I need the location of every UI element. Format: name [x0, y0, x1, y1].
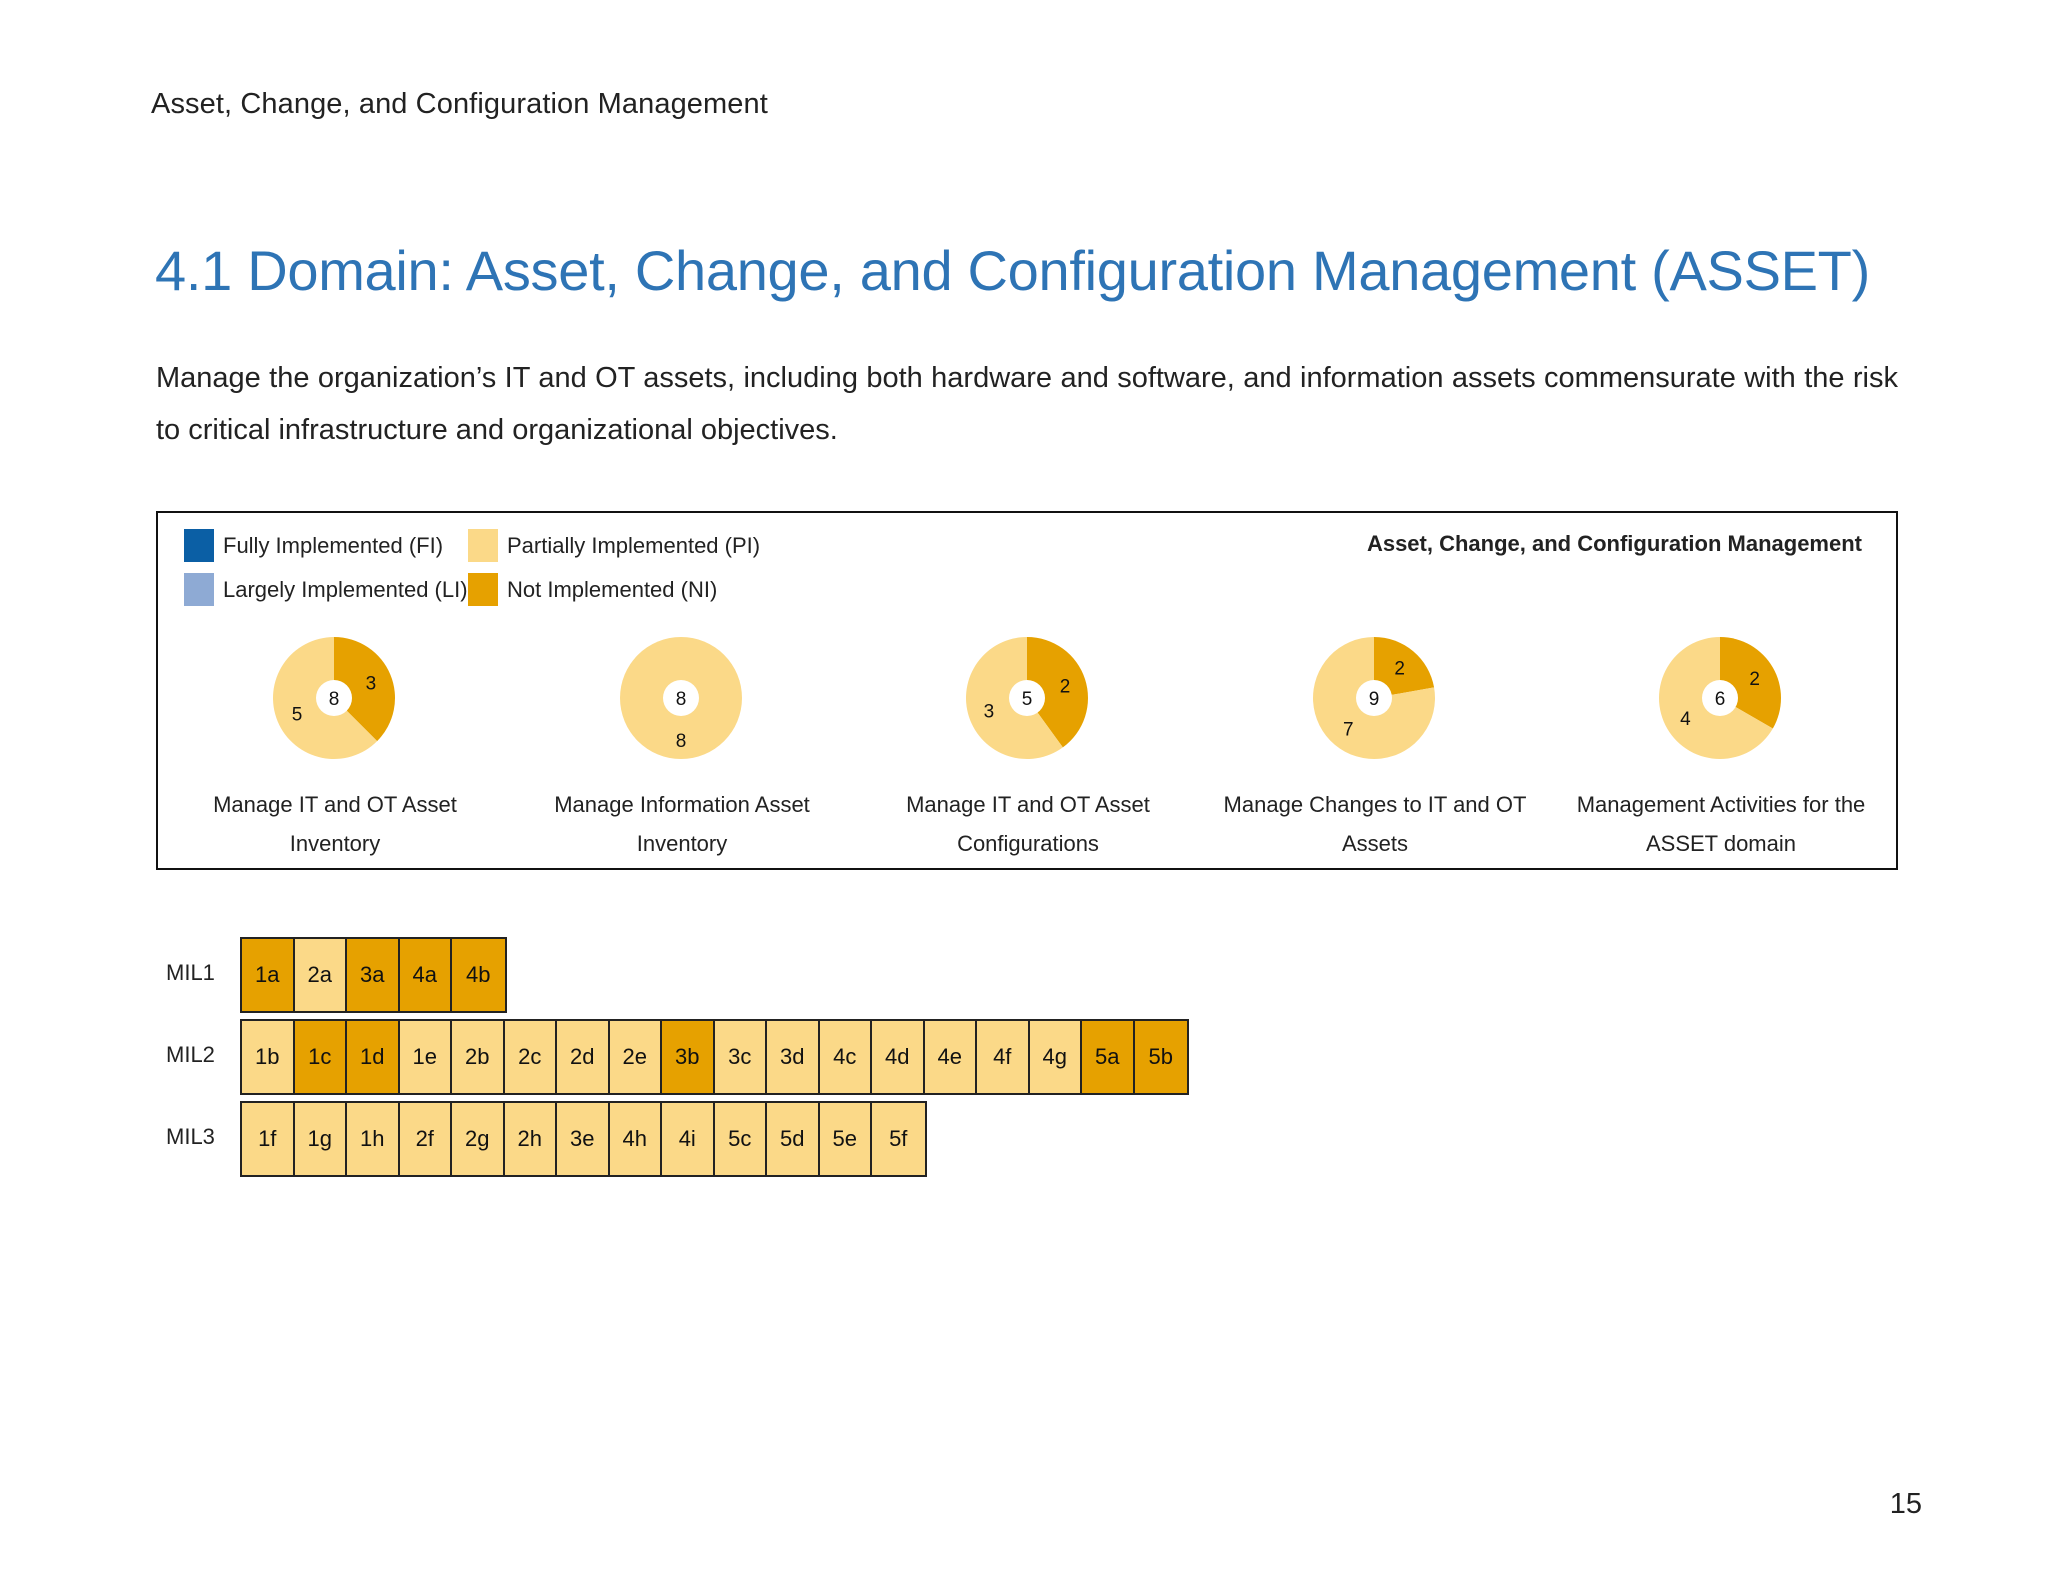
pie-slice-label: 7 — [1343, 720, 1354, 741]
pie-slice-label: 3 — [984, 701, 995, 722]
mil-label: MIL1 — [166, 960, 215, 985]
domain-description: Manage the organization’s IT and OT asse… — [156, 362, 1898, 446]
pie-caption: Manage IT and OT Asset Configurations — [906, 792, 1150, 856]
practice-cell-5c: 5c — [714, 1103, 767, 1175]
pie-slice-ni — [334, 637, 395, 742]
practice-cell-2d: 2d — [557, 1021, 610, 1093]
pie-group: 3 5 8 Manage IT and OT Asset Inventory — [170, 637, 500, 857]
pie-slice-ni — [1374, 637, 1435, 698]
pie-slice-label: 5 — [292, 704, 303, 725]
pie-slice-label: 8 — [676, 731, 687, 752]
implementation-summary-chart: Fully Implemented (FI) Largely Implement… — [156, 511, 1898, 870]
practice-cell-2f: 2f — [399, 1103, 452, 1175]
pie-caption: Management Activities for the ASSET doma… — [1576, 792, 1866, 856]
practice-cell-3c: 3c — [714, 1021, 767, 1093]
pie-total-label: 9 — [1369, 689, 1380, 710]
practice-cell-1g: 1g — [294, 1103, 347, 1175]
practice-cell-4d: 4d — [872, 1021, 925, 1093]
practice-cell-1a: 1a — [242, 939, 295, 1011]
pie-slice-label: 2 — [1394, 658, 1405, 679]
pie-center-hole — [1356, 680, 1392, 716]
practice-cell-4b: 4b — [452, 939, 505, 1011]
pie-slice-label: 2 — [1749, 669, 1760, 690]
pie-chart: 88 — [620, 637, 742, 759]
pie-total-label: 8 — [329, 689, 340, 710]
pie-center-hole — [316, 680, 352, 716]
pie-group: 2 4 6 Management Activities for the ASSET d… — [1556, 637, 1886, 857]
page-number: 15 — [1889, 1488, 1922, 1520]
pie-chart: 2 3 5 — [966, 637, 1088, 759]
practice-cell-4f: 4f — [977, 1021, 1030, 1093]
legend-swatch-ni — [468, 573, 498, 606]
practice-cell-4i: 4i — [662, 1103, 715, 1175]
mil-label: MIL2 — [166, 1042, 215, 1067]
practice-cell-1c: 1c — [294, 1021, 347, 1093]
pie-caption: Manage Information Asset Inventory — [554, 792, 810, 856]
pie-slice-label: 3 — [366, 674, 377, 695]
pie-group: 2 3 5 Manage IT and OT Asset Configurations — [863, 637, 1193, 857]
practice-cell-2e: 2e — [609, 1021, 662, 1093]
practice-cell-4g: 4g — [1029, 1021, 1082, 1093]
pie-slice-label: 2 — [1060, 677, 1071, 698]
mil-label: MIL3 — [166, 1124, 215, 1149]
legend-label-li: Largely Implemented (LI) — [223, 576, 468, 602]
practice-cell-5b: 5b — [1134, 1021, 1187, 1093]
practice-cell-2a: 2a — [294, 939, 347, 1011]
legend-label-fi: Fully Implemented (FI) — [223, 532, 444, 558]
mil-cells: 1f 1g 1h 2f 2g 2h 3e 4h 4i 5c 5d 5e 5f — [240, 1101, 927, 1177]
running-header: Asset, Change, and Configuration Managem… — [151, 88, 768, 120]
practice-cell-1h: 1h — [347, 1103, 400, 1175]
pie-chart: 3 5 8 — [273, 637, 395, 759]
legend-item-li: Largely Implemented (LI) — [184, 573, 468, 606]
practice-cell-3b: 3b — [662, 1021, 715, 1093]
practice-cell-4c: 4c — [819, 1021, 872, 1093]
page-title: 4.1 Domain: Asset, Change, and Configura… — [155, 239, 1870, 302]
mil-cells: 1b 1c 1d 1e 2b 2c 2d 2e 3b 3c 3d 4c 4d 4e 4f 4g 5a 5b — [240, 1019, 1189, 1095]
practice-cell-1f: 1f — [242, 1103, 295, 1175]
practice-cell-2g: 2g — [452, 1103, 505, 1175]
practice-cell-4h: 4h — [609, 1103, 662, 1175]
practice-cell-1b: 1b — [242, 1021, 295, 1093]
practice-cell-3a: 3a — [347, 939, 400, 1011]
practice-cell-3d: 3d — [767, 1021, 820, 1093]
pie-total-label: 5 — [1022, 689, 1033, 710]
practice-cell-5f: 5f — [872, 1103, 925, 1175]
pie-center-hole — [663, 680, 699, 716]
pie-chart: 2 4 6 — [1659, 637, 1781, 759]
practice-cell-5a: 5a — [1082, 1021, 1135, 1093]
pie-total-label: 8 — [676, 689, 687, 710]
practice-cell-2c: 2c — [504, 1021, 557, 1093]
practice-cell-4e: 4e — [924, 1021, 977, 1093]
legend-label-pi: Partially Implemented (PI) — [507, 532, 761, 558]
pie-slice-ni — [1027, 637, 1088, 748]
legend-label-ni: Not Implemented (NI) — [507, 576, 718, 602]
pie-total-label: 6 — [1715, 689, 1726, 710]
practice-cell-4a: 4a — [399, 939, 452, 1011]
legend-item-ni: Not Implemented (NI) — [468, 573, 717, 606]
practice-cell-5d: 5d — [767, 1103, 820, 1175]
pie-center-hole — [1009, 680, 1045, 716]
legend-swatch-fi — [184, 529, 214, 562]
practice-cell-2b: 2b — [452, 1021, 505, 1093]
practice-cell-2h: 2h — [504, 1103, 557, 1175]
pie-center-hole — [1702, 680, 1738, 716]
pie-group: 2 7 9 Manage Changes to IT and OT Assets — [1210, 637, 1540, 857]
legend-swatch-li — [184, 573, 214, 606]
pie-group: 8 8 Manage Information Asset Inventory — [517, 637, 847, 857]
legend-item-pi: Partially Implemented (PI) — [468, 529, 760, 562]
legend-item-fi: Fully Implemented (FI) — [184, 529, 443, 562]
practice-cell-5e: 5e — [819, 1103, 872, 1175]
legend-swatch-pi — [468, 529, 498, 562]
mil-cells: 1a 2a 3a 4a 4b — [240, 937, 507, 1013]
pie-slice-label: 4 — [1680, 709, 1691, 730]
pie-caption: Manage IT and OT Asset Inventory — [213, 792, 457, 856]
chart-title: Asset, Change, and Configuration Managem… — [1366, 531, 1862, 556]
practice-cell-1e: 1e — [399, 1021, 452, 1093]
pie-caption: Manage Changes to IT and OT Assets — [1223, 792, 1527, 856]
practice-cell-1d: 1d — [347, 1021, 400, 1093]
pie-chart: 2 79 — [1313, 637, 1435, 759]
practice-cell-3e: 3e — [557, 1103, 610, 1175]
